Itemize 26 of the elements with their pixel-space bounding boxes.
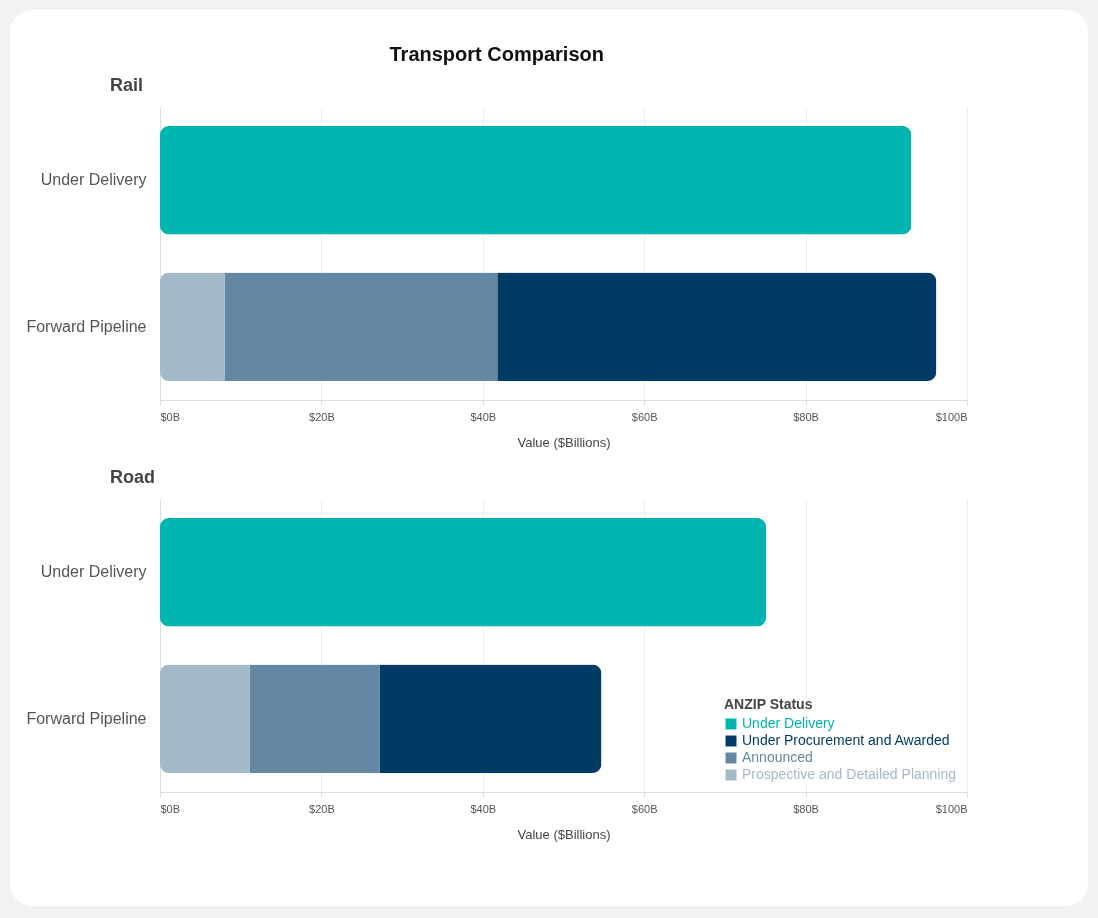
- x-tick-label: $100B: [935, 802, 968, 815]
- x-tick-label: $60B: [631, 410, 658, 423]
- y-tick-label: Under Delivery: [40, 171, 147, 189]
- y-tick-label: Forward Pipeline: [26, 317, 147, 335]
- x-tick-label: $100B: [935, 410, 968, 423]
- x-axis-title: Value ($Billions): [517, 826, 611, 842]
- x-tick-label: $40B: [470, 410, 497, 423]
- legend-label: Under Procurement and Awarded: [742, 732, 950, 748]
- x-axis-title: Value ($Billions): [517, 434, 611, 450]
- x-tick-label: $40B: [470, 802, 497, 815]
- chart-title: Transport Comparison: [389, 43, 604, 65]
- x-tick-label: $60B: [631, 802, 658, 815]
- y-tick-label: Forward Pipeline: [26, 709, 147, 727]
- legend-label: Prospective and Detailed Planning: [742, 766, 957, 782]
- y-tick-label: Under Delivery: [40, 563, 147, 581]
- x-tick-label: $0B: [160, 410, 181, 423]
- chart-subtitle: Rail: [110, 75, 144, 95]
- chart-title: Road: [110, 467, 155, 487]
- x-tick-label: $80B: [793, 802, 819, 815]
- x-tick-label: $20B: [309, 802, 335, 815]
- legend-label: Under Delivery: [742, 715, 835, 731]
- x-tick-label: $80B: [793, 410, 819, 423]
- x-tick-label: $20B: [309, 410, 335, 423]
- legend-title: ANZIP Status: [724, 696, 813, 712]
- legend-label: Announced: [742, 749, 813, 765]
- x-tick-label: $0B: [160, 802, 181, 815]
